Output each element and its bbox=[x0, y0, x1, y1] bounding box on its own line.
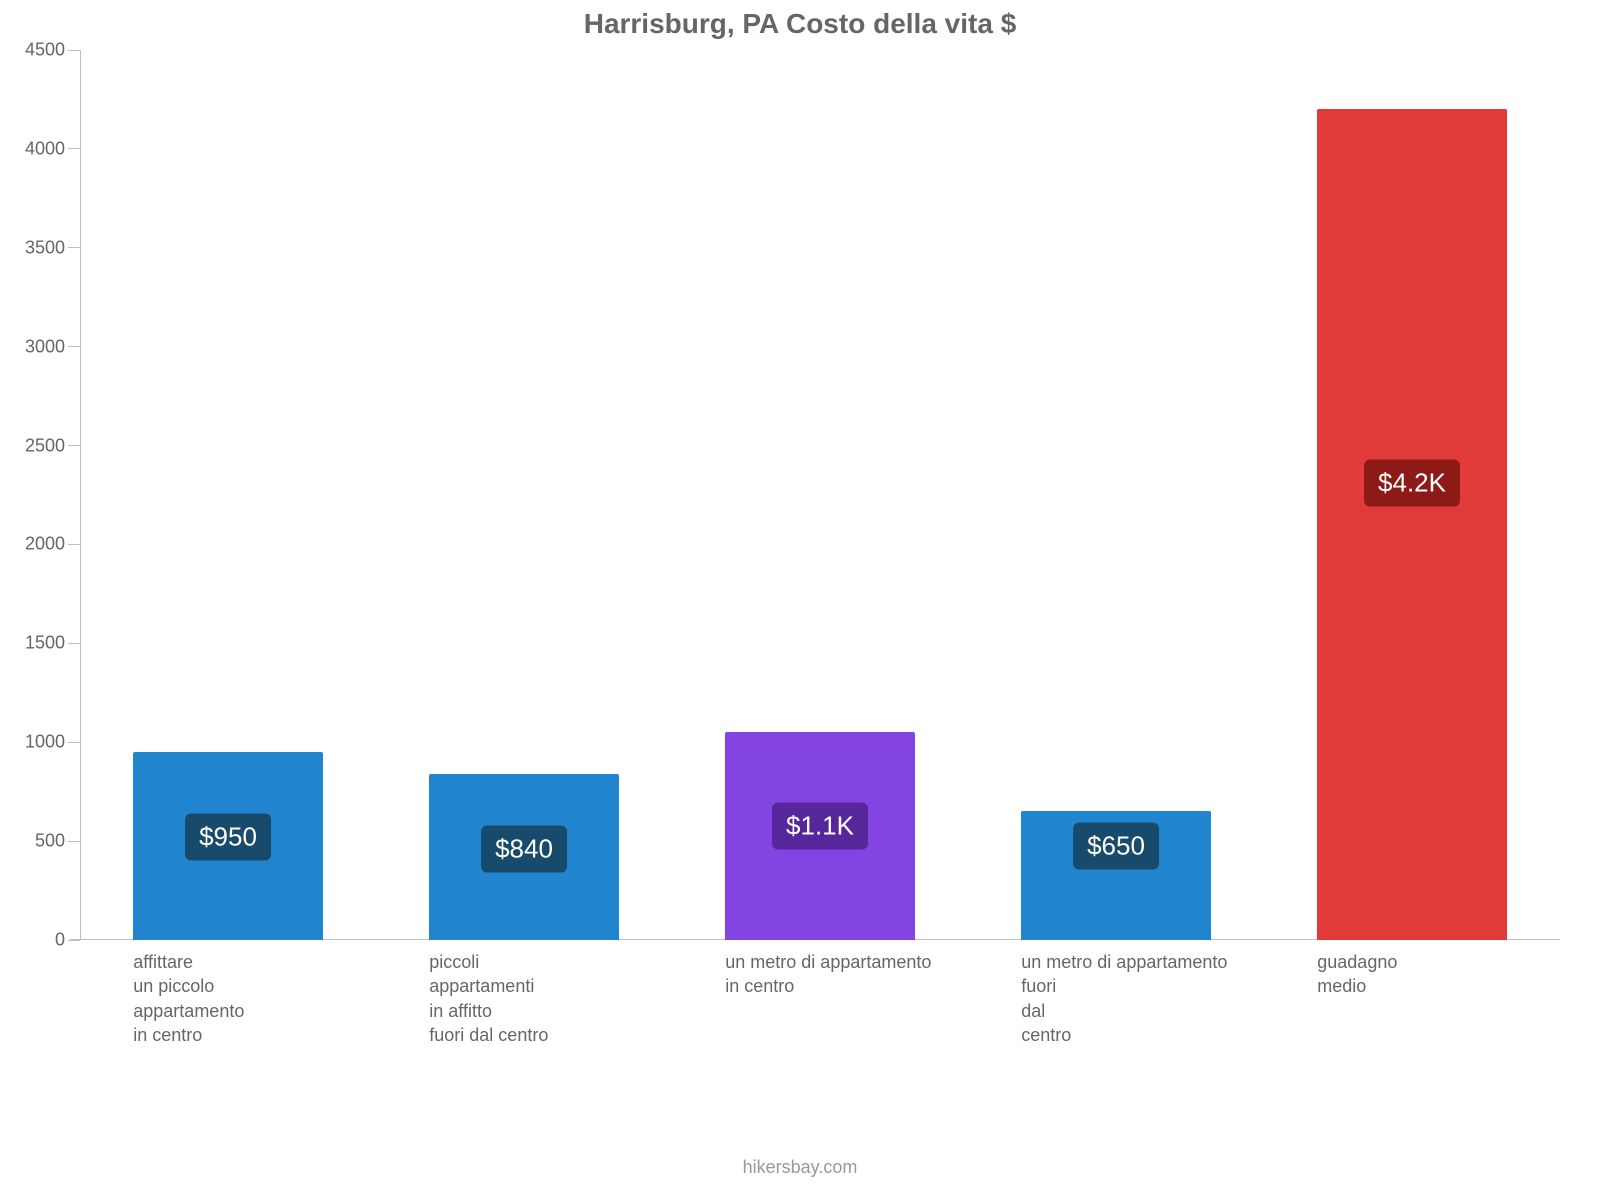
plot-area: 050010001500200025003000350040004500$950… bbox=[80, 50, 1560, 940]
y-tick-label: 3000 bbox=[10, 336, 65, 357]
chart-bar bbox=[1317, 109, 1506, 940]
y-tick-label: 1500 bbox=[10, 633, 65, 654]
credit-text: hikersbay.com bbox=[0, 1157, 1600, 1178]
y-tick bbox=[68, 50, 80, 51]
x-axis-labels: affittare un piccolo appartamento in cen… bbox=[80, 950, 1560, 1130]
y-tick-label: 2000 bbox=[10, 534, 65, 555]
y-tick-label: 4000 bbox=[10, 138, 65, 159]
y-tick bbox=[68, 148, 80, 149]
bar-value-label: $4.2K bbox=[1364, 460, 1460, 507]
x-category-label: un metro di appartamento fuori dal centr… bbox=[1021, 950, 1250, 1047]
x-category-label: guadagno medio bbox=[1317, 950, 1546, 999]
x-category-label: piccoli appartamenti in affitto fuori da… bbox=[429, 950, 658, 1047]
y-tick bbox=[68, 544, 80, 545]
y-tick bbox=[68, 742, 80, 743]
y-axis-line bbox=[80, 50, 81, 940]
y-tick-label: 3500 bbox=[10, 237, 65, 258]
y-tick bbox=[68, 445, 80, 446]
y-tick bbox=[68, 841, 80, 842]
y-tick-label: 1000 bbox=[10, 732, 65, 753]
bar-value-label: $1.1K bbox=[772, 802, 868, 849]
y-tick bbox=[68, 346, 80, 347]
y-tick-label: 500 bbox=[10, 831, 65, 852]
bar-value-label: $950 bbox=[185, 813, 271, 860]
chart-title: Harrisburg, PA Costo della vita $ bbox=[0, 8, 1600, 40]
y-tick-label: 2500 bbox=[10, 435, 65, 456]
y-tick bbox=[68, 643, 80, 644]
y-tick-label: 4500 bbox=[10, 40, 65, 61]
cost-of-living-chart: Harrisburg, PA Costo della vita $ 050010… bbox=[0, 0, 1600, 1200]
x-category-label: un metro di appartamento in centro bbox=[725, 950, 954, 999]
x-category-label: affittare un piccolo appartamento in cen… bbox=[133, 950, 362, 1047]
bar-value-label: $650 bbox=[1073, 823, 1159, 870]
bar-value-label: $840 bbox=[481, 825, 567, 872]
y-tick bbox=[68, 247, 80, 248]
y-tick-label: 0 bbox=[10, 930, 65, 951]
y-tick bbox=[68, 940, 80, 941]
